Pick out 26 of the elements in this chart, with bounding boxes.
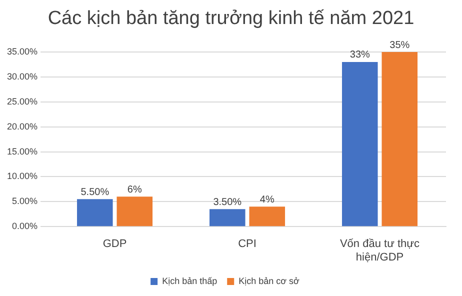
- x-tick-label: Vốn đầu tư thực hiện/GDP: [340, 238, 420, 264]
- y-tick-label: 15.00%: [6, 146, 38, 156]
- data-label: 33%: [350, 50, 370, 61]
- bar: [210, 209, 246, 226]
- bar: [77, 199, 113, 226]
- bar: [382, 52, 418, 226]
- y-tick-label: 25.00%: [6, 96, 38, 106]
- x-tick-label: CPI: [238, 238, 256, 250]
- x-tick-label: GDP: [102, 238, 127, 250]
- data-label: 6%: [127, 184, 142, 196]
- legend-label: Kịch bản cơ sở: [238, 276, 300, 286]
- data-label: 4%: [260, 194, 274, 206]
- legend-label: Kịch bản thấp: [162, 276, 218, 286]
- bar: [342, 62, 378, 226]
- y-tick-label: 30.00%: [6, 71, 38, 82]
- y-tick-label: 0.00%: [12, 221, 38, 232]
- bar: [116, 196, 153, 226]
- bar: [249, 206, 286, 226]
- y-tick-label: 10.00%: [6, 171, 38, 182]
- data-label: 35%: [390, 40, 410, 51]
- y-tick-label: 5.00%: [12, 196, 38, 206]
- y-tick-label: 35.00%: [6, 46, 38, 56]
- data-label: 3.50%: [213, 196, 242, 208]
- chart-title: Các kịch bản tăng trưởng kinh tế năm 2021: [46, 8, 416, 31]
- data-label: 5.50%: [80, 186, 110, 198]
- y-tick-label: 20.00%: [6, 121, 38, 132]
